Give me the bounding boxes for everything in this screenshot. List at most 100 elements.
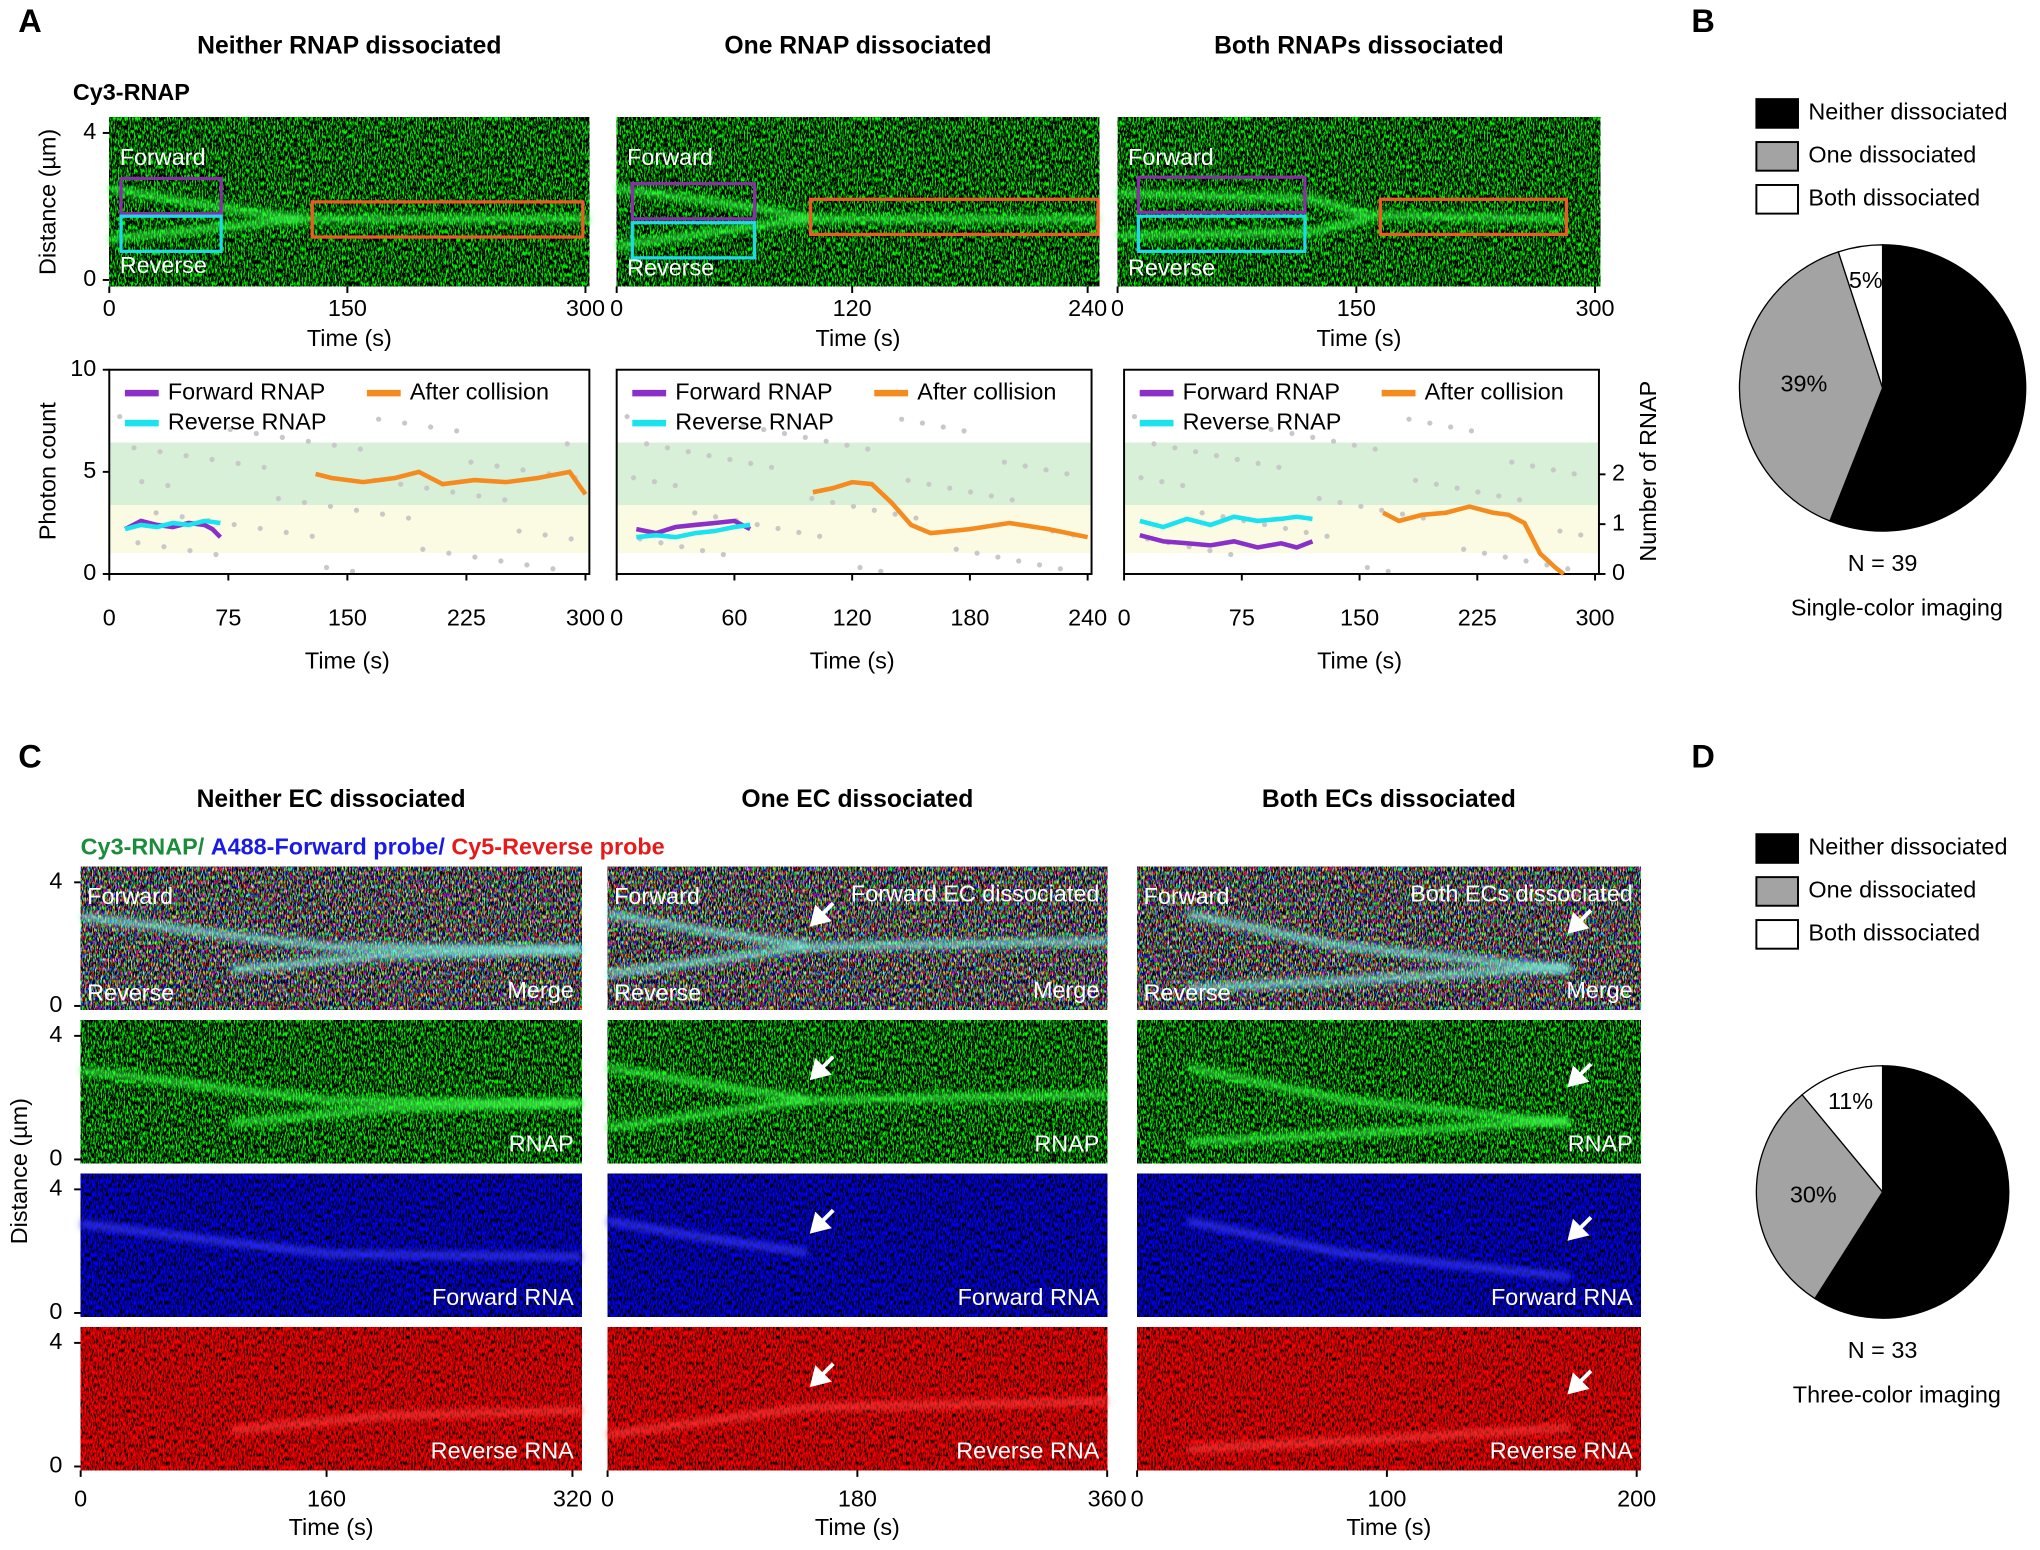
raw-point	[664, 445, 671, 451]
pie-label: 5%	[1849, 267, 1883, 293]
raw-point	[1385, 568, 1391, 574]
kymo-signal	[607, 1090, 1108, 1132]
arrow	[809, 1208, 835, 1234]
raw-point	[809, 495, 815, 502]
panel-title: Both RNAPs dissociated	[1214, 33, 1504, 60]
arrow	[809, 901, 835, 927]
raw-point	[995, 554, 1001, 560]
raw-point	[183, 452, 189, 459]
legend-label: One dissociated	[1808, 877, 1976, 903]
channel-part: A488-Forward probe/	[211, 834, 446, 860]
raw-point	[1303, 529, 1309, 535]
x-tick-label: 0	[1131, 1486, 1144, 1512]
y-tick-label: 4	[49, 1328, 62, 1354]
raw-point	[706, 452, 712, 459]
y-tick-label: 0	[49, 1145, 62, 1171]
y2-tick-label: 2	[1612, 460, 1625, 486]
legend-swatch	[1755, 919, 1799, 950]
arrow	[809, 1362, 835, 1388]
x-tick-label: 0	[1111, 295, 1124, 321]
kymo-signal	[80, 1219, 582, 1261]
kymo-signal	[230, 1406, 582, 1435]
raw-point	[644, 441, 650, 447]
raw-point	[1324, 533, 1330, 539]
raw-point	[740, 423, 746, 429]
x-tick-label: 160	[307, 1486, 346, 1512]
band-two	[109, 442, 590, 506]
x-tick-label: 150	[328, 605, 367, 631]
raw-point	[1261, 521, 1268, 528]
forward-label: Forward	[87, 883, 173, 909]
raw-point	[502, 497, 508, 503]
kymo-signal	[1117, 215, 1370, 240]
raw-point	[1565, 566, 1571, 572]
legend-label: Neither dissociated	[1808, 99, 2007, 125]
raw-point	[1131, 413, 1138, 420]
raw-point	[1358, 503, 1364, 509]
raw-point	[712, 514, 719, 520]
legend-swatch	[1755, 141, 1799, 172]
region-box	[119, 176, 223, 216]
channel-name: Merge	[1033, 977, 1099, 1003]
raw-point	[1180, 482, 1186, 489]
y2-tick-label: 0	[1612, 559, 1625, 585]
panel-label: A	[18, 3, 41, 39]
pie-slice	[1801, 1065, 1884, 1194]
raw-point	[568, 536, 574, 542]
raw-point	[919, 420, 926, 426]
raw-point	[494, 463, 500, 469]
legend-swatch	[1755, 833, 1799, 864]
raw-point	[878, 568, 884, 574]
arrow	[1567, 908, 1593, 934]
raw-point	[926, 481, 932, 487]
raw-point	[1448, 424, 1454, 430]
raw-point	[781, 430, 788, 437]
reverse-label: Reverse	[1128, 255, 1215, 281]
raw-point	[450, 489, 456, 495]
pie-slice	[1837, 244, 1884, 389]
raw-point	[1330, 438, 1337, 444]
x-tick-label: 180	[838, 1486, 877, 1512]
kymo-signal	[80, 1066, 582, 1108]
raw-point	[727, 456, 733, 463]
raw-point	[1364, 564, 1370, 571]
trace	[636, 522, 751, 540]
raw-point	[424, 485, 430, 491]
raw-point	[331, 442, 337, 448]
kymo-signal	[80, 912, 582, 954]
raw-point	[253, 430, 259, 437]
raw-point	[227, 426, 233, 433]
raw-point	[967, 489, 974, 495]
raw-point	[1207, 547, 1213, 554]
x-tick-label: 0	[610, 605, 623, 631]
raw-point	[1516, 497, 1523, 503]
kymo-signal	[1187, 1116, 1571, 1146]
raw-point	[1228, 551, 1234, 558]
kymograph	[80, 866, 582, 1010]
kymo-signal	[1186, 1217, 1571, 1281]
raw-point	[1001, 459, 1007, 465]
raw-point	[1461, 546, 1467, 552]
raw-point	[139, 479, 145, 485]
legend-label: After collision	[1425, 378, 1564, 404]
raw-point	[468, 459, 474, 465]
raw-point	[940, 424, 946, 430]
raw-point	[865, 446, 871, 452]
raw-point	[135, 540, 141, 546]
legend-swatch	[1755, 876, 1799, 907]
kymograph	[80, 1327, 582, 1471]
reverse-label: Reverse	[627, 255, 714, 281]
region-box	[630, 221, 757, 260]
raw-point	[1412, 477, 1419, 483]
reverse-label: Reverse	[614, 979, 701, 1005]
x-axis-label: Time (s)	[307, 325, 392, 351]
raw-point	[446, 550, 452, 556]
raw-point	[161, 544, 167, 550]
x-tick-label: 75	[215, 605, 241, 631]
raw-point	[179, 514, 185, 520]
x-tick-label: 75	[1229, 605, 1255, 631]
channel-name: Merge	[1566, 977, 1632, 1003]
raw-point	[1337, 499, 1343, 506]
region-box	[1136, 214, 1307, 253]
